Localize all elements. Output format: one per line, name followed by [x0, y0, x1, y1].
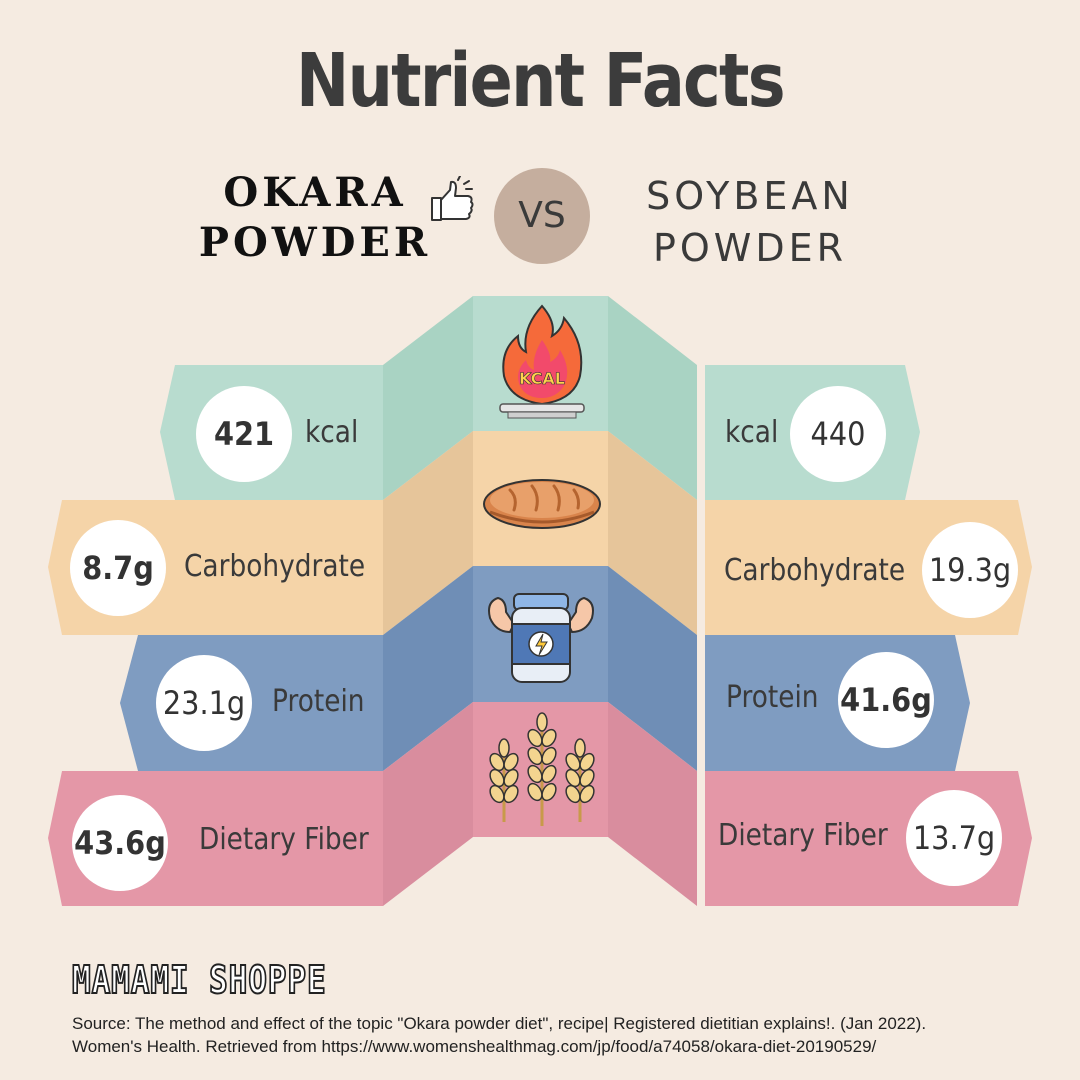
okara-carbohydrate-value: 8.7g	[70, 520, 166, 616]
soybean-kcal-label: kcal	[725, 415, 779, 450]
soybean-fiber-label: Dietary Fiber	[718, 818, 888, 853]
brand-name: MAMAMI SHOPPE	[71, 957, 327, 1003]
soybean-kcal-value: 440	[790, 386, 886, 482]
wheat-icon	[489, 712, 595, 826]
soybean-fiber-value: 13.7g	[906, 790, 1002, 886]
protein-jar-icon	[488, 593, 594, 683]
vs-badge: VS	[494, 168, 590, 264]
soybean-powder-heading: SOYBEAN POWDER	[630, 170, 870, 274]
okara-line2: POWDER	[198, 219, 432, 266]
okara-kcal-label: kcal	[305, 415, 359, 450]
okara-protein-label: Protein	[272, 684, 365, 719]
kcal-fire-icon: KCAL	[499, 304, 585, 419]
okara-fiber-value: 43.6g	[72, 795, 168, 891]
okara-carbohydrate-label: Carbohydrate	[184, 549, 366, 584]
svg-text:KCAL: KCAL	[519, 369, 565, 388]
soybean-line2: POWDER	[652, 226, 848, 270]
page-title: Nutrient Facts	[296, 38, 786, 124]
thumbs-up-icon	[431, 176, 474, 221]
okara-protein-value: 23.1g	[156, 655, 252, 751]
okara-kcal-value: 421	[196, 386, 292, 482]
source-line2: Women's Health. Retrieved from https://w…	[72, 1037, 877, 1056]
okara-fiber-label: Dietary Fiber	[199, 822, 369, 857]
source-line1: Source: The method and effect of the top…	[72, 1014, 927, 1033]
soybean-protein-label: Protein	[726, 680, 819, 715]
okara-powder-heading: OKARA POWDER	[190, 168, 440, 268]
soybean-protein-value: 41.6g	[838, 652, 934, 748]
source-citation: Source: The method and effect of the top…	[72, 1012, 1072, 1058]
soybean-line1: SOYBEAN	[646, 174, 854, 218]
soybean-carbohydrate-label: Carbohydrate	[724, 553, 906, 588]
bread-icon	[483, 479, 601, 529]
okara-line1: OKARA	[223, 169, 407, 216]
soybean-carbohydrate-value: 19.3g	[922, 522, 1018, 618]
